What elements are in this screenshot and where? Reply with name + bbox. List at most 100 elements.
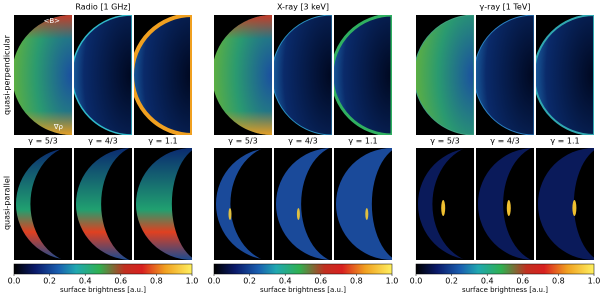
panel-content	[76, 148, 132, 260]
image-panel	[134, 148, 192, 260]
hotspot	[365, 208, 369, 220]
gamma-label: γ = 4/3	[88, 137, 117, 146]
image-panel	[134, 15, 192, 135]
panel-content	[136, 148, 192, 260]
annotation: ∇ρ	[53, 123, 64, 131]
image-panel	[74, 148, 132, 260]
panel-content	[478, 148, 534, 260]
emission-poles	[14, 15, 72, 135]
colorbar	[415, 263, 595, 275]
image-panel	[14, 148, 72, 260]
hotspot	[572, 200, 577, 216]
crescent-mask	[30, 148, 72, 260]
panel-content	[14, 15, 72, 135]
crescent-mask	[230, 148, 272, 260]
panel-title: Radio [1 GHz]	[75, 3, 130, 12]
hotspot	[506, 200, 511, 216]
panel-content	[16, 148, 72, 260]
colorbar-tick-label: 1.0	[386, 277, 399, 286]
panel-content	[274, 15, 332, 135]
colorbar-tick-label: 0.2	[243, 277, 256, 286]
colorbar	[213, 263, 393, 275]
crescent-mask	[301, 148, 332, 260]
hotspot	[228, 208, 232, 220]
emission-disk	[536, 15, 594, 135]
colorbar	[13, 263, 193, 275]
panel-content	[476, 15, 534, 135]
colorbar-tick-label: 0.0	[410, 277, 423, 286]
crescent-mask	[432, 148, 474, 260]
gamma-label: γ = 5/3	[430, 137, 459, 146]
row-label: quasi-parallel	[3, 176, 12, 230]
colorbar-tick-label: 0.8	[150, 277, 163, 286]
gamma-label: γ = 5/3	[228, 137, 257, 146]
crescent-mask	[171, 150, 192, 258]
gamma-label: γ = 1.1	[348, 137, 377, 146]
annotation: <B>	[43, 17, 60, 25]
colorbar-tick-label: 0.6	[314, 277, 327, 286]
panel-content	[276, 148, 332, 260]
emission-poles	[214, 15, 272, 135]
emission-disk	[416, 15, 474, 135]
emission-disk	[134, 15, 192, 135]
image-panel	[334, 148, 392, 260]
panel-content	[334, 15, 392, 135]
colorbar-label: surface brightness [a.u.]	[462, 286, 548, 294]
image-panel	[536, 15, 594, 135]
gamma-label: γ = 5/3	[28, 137, 57, 146]
crescent-mask	[101, 148, 132, 260]
panel-content	[536, 15, 594, 135]
colorbar-tick-label: 0.2	[445, 277, 458, 286]
image-panel	[214, 15, 272, 135]
panel-content	[418, 148, 474, 260]
image-panel	[274, 148, 332, 260]
panel-title: X-ray [3 keV]	[277, 3, 329, 12]
colorbar-tick-label: 1.0	[588, 277, 600, 286]
panel-content	[538, 148, 594, 260]
panel-content	[214, 15, 272, 135]
gamma-label: γ = 4/3	[288, 137, 317, 146]
colorbar-tick-label: 0.8	[552, 277, 565, 286]
image-panel	[416, 15, 474, 135]
colorbar-tick-label: 0.6	[516, 277, 529, 286]
panel-content	[336, 148, 392, 260]
colorbar-tick-label: 0.4	[79, 277, 92, 286]
colorbar-tick-label: 0.6	[114, 277, 127, 286]
hotspot	[441, 200, 446, 216]
image-panel	[536, 148, 594, 260]
colorbar-label: surface brightness [a.u.]	[60, 286, 146, 294]
emission-disk	[476, 15, 534, 135]
image-panel	[416, 148, 474, 260]
gamma-label: γ = 1.1	[550, 137, 579, 146]
gamma-label: γ = 4/3	[490, 137, 519, 146]
crescent-mask	[503, 148, 534, 260]
colorbar-tick-label: 0.0	[8, 277, 21, 286]
image-panel	[274, 15, 332, 135]
image-panel	[334, 15, 392, 135]
image-panel	[14, 15, 72, 135]
crescent-mask	[573, 150, 594, 258]
colorbar-tick-label: 0.0	[208, 277, 221, 286]
panel-content	[416, 15, 474, 135]
colorbar-label: surface brightness [a.u.]	[260, 286, 346, 294]
image-panel	[74, 15, 132, 135]
emission-disk	[334, 15, 392, 135]
colorbar-tick-label: 0.2	[43, 277, 56, 286]
panel-content	[134, 15, 192, 135]
hotspot	[296, 208, 300, 220]
image-panel	[476, 148, 534, 260]
image-panel	[476, 15, 534, 135]
colorbar-tick-label: 1.0	[186, 277, 199, 286]
emission-disk	[74, 15, 132, 135]
row-label: quasi-perpendicular	[3, 34, 12, 115]
panel-content	[216, 148, 272, 260]
colorbar-tick-label: 0.4	[481, 277, 494, 286]
gamma-label: γ = 1.1	[148, 137, 177, 146]
colorbar-tick-label: 0.8	[350, 277, 363, 286]
panel-content	[74, 15, 132, 135]
image-panel	[214, 148, 272, 260]
colorbar-tick-label: 0.4	[279, 277, 292, 286]
emission-disk	[274, 15, 332, 135]
panel-title: γ-ray [1 TeV]	[480, 3, 531, 12]
